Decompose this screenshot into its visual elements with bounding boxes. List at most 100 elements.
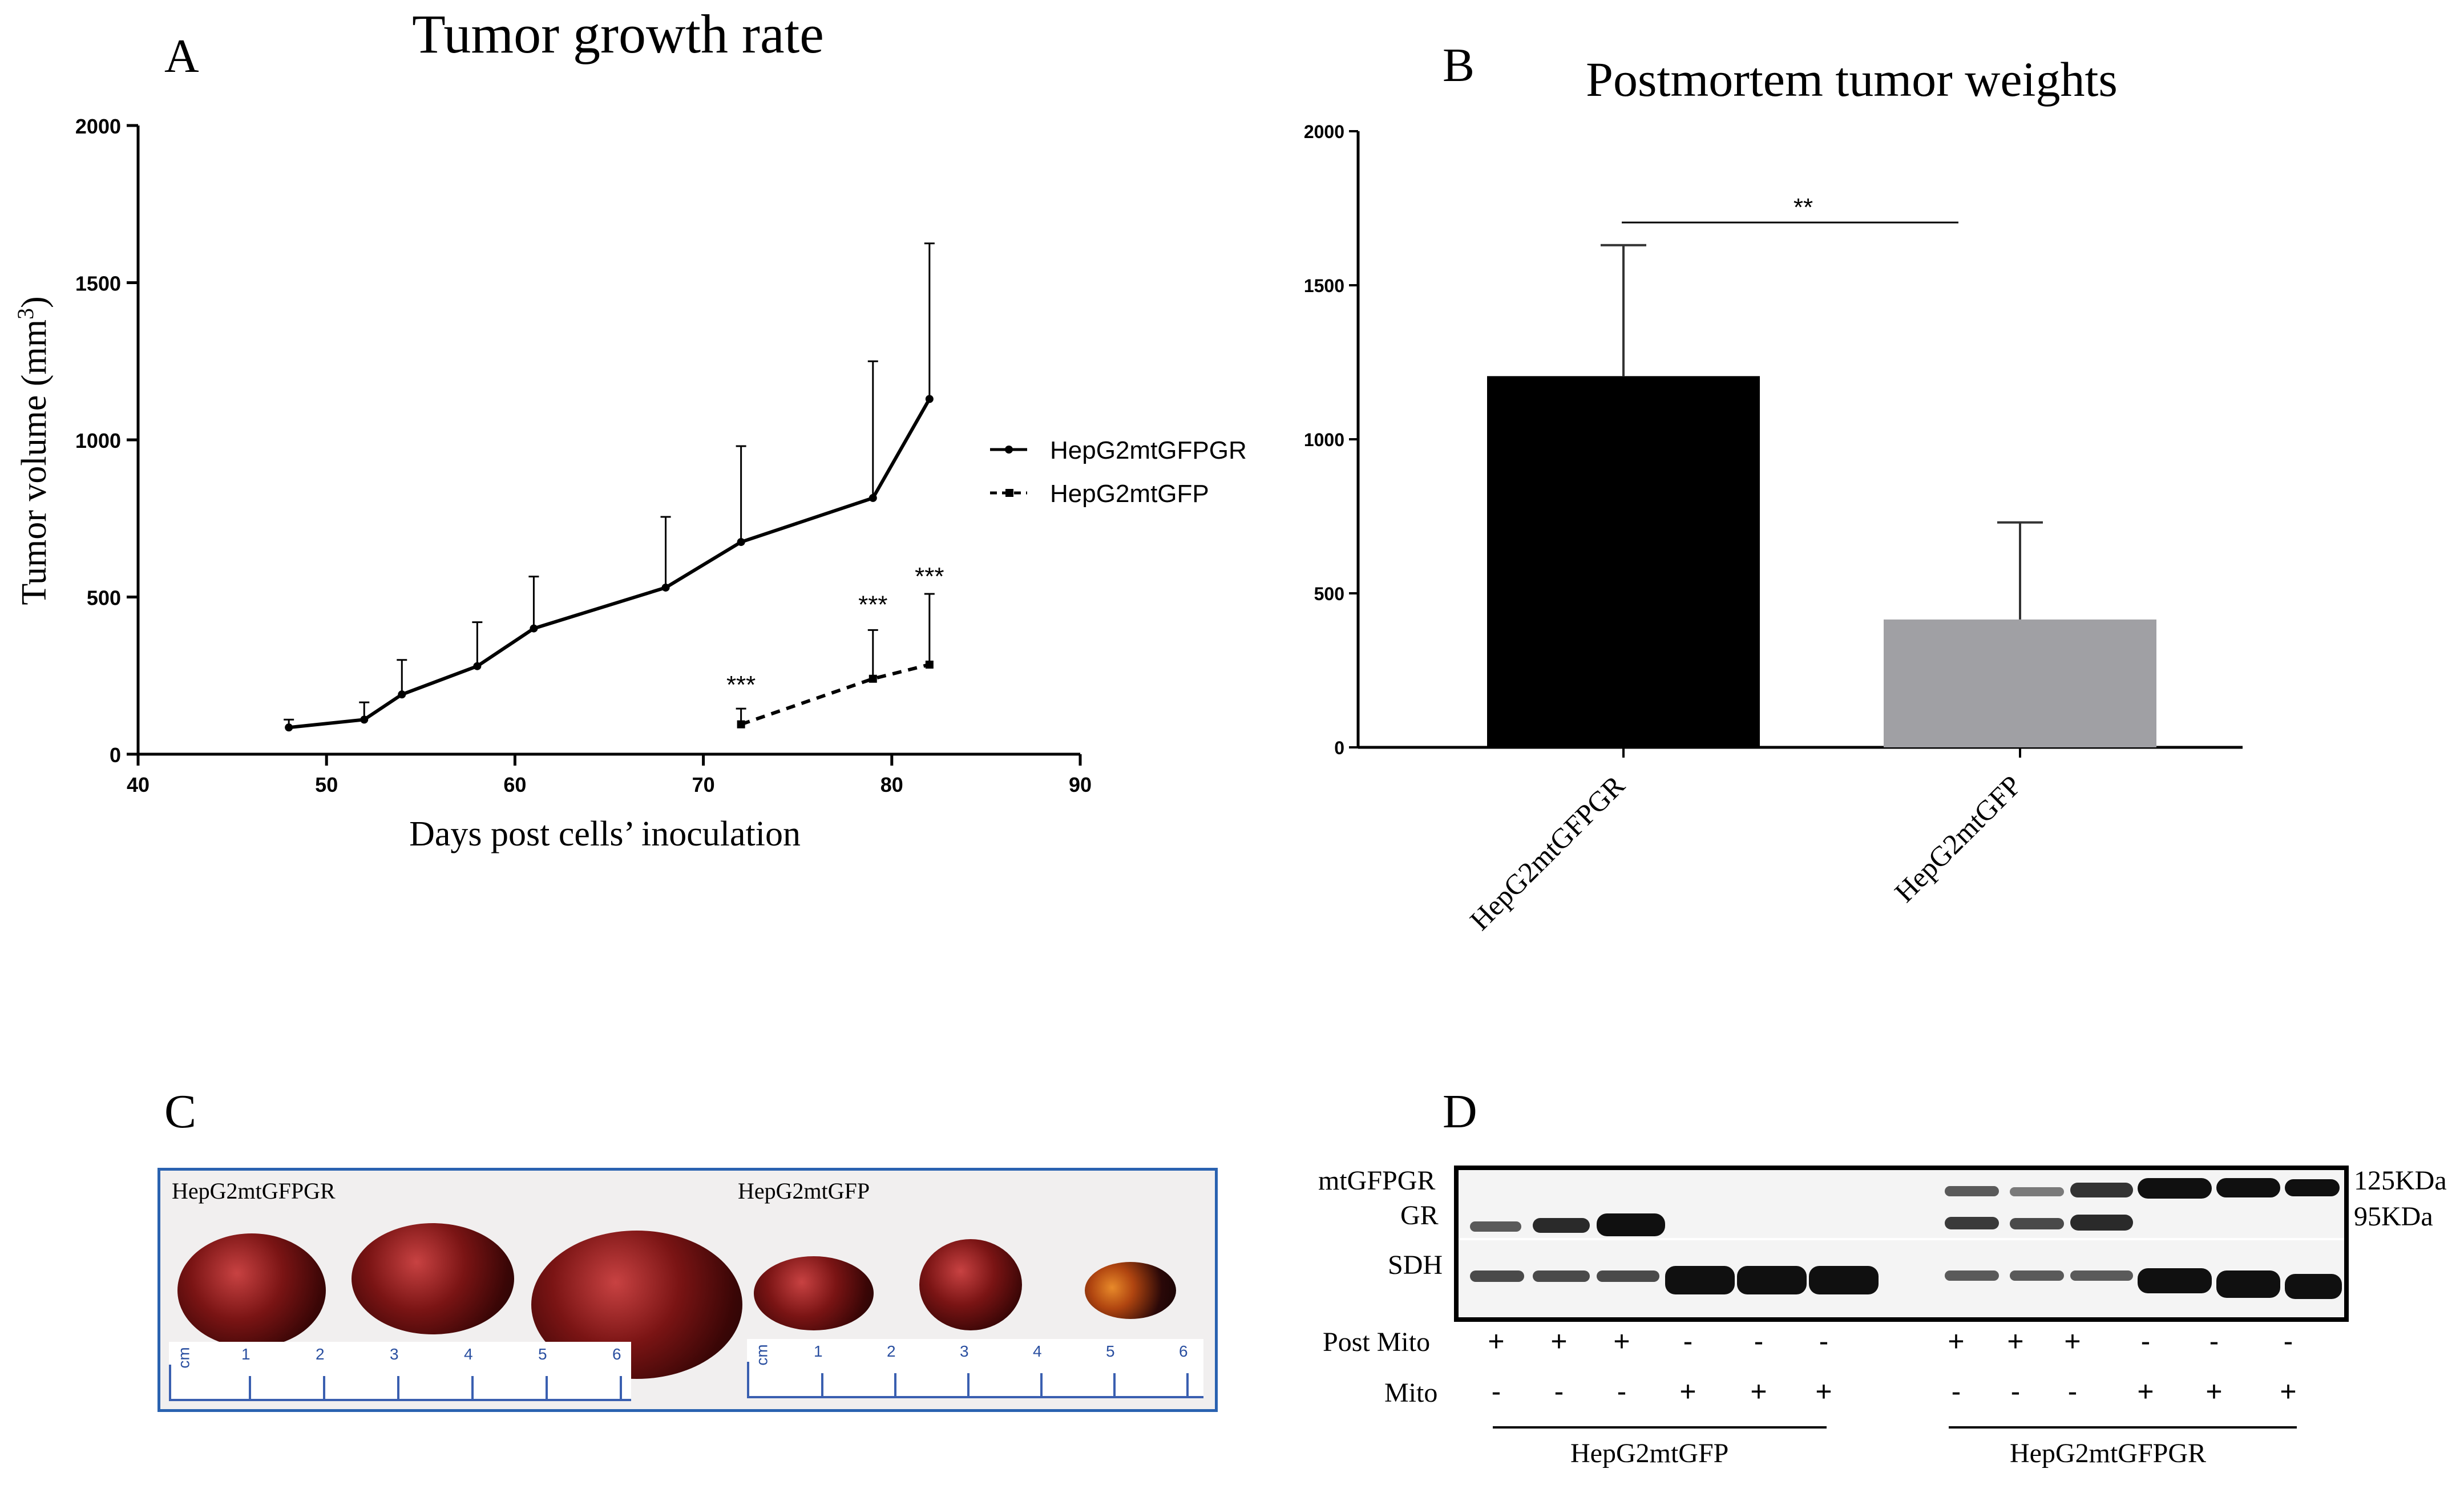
band-sdh-2: [1533, 1270, 1590, 1282]
band-mt-10: [2138, 1178, 2212, 1199]
chart-b-significance-label: **: [1794, 193, 1813, 221]
band-mt-9: [2070, 1183, 2133, 1197]
chart-a-xtick-label: 50: [315, 773, 338, 796]
post-mito-sign: +: [1948, 1325, 1965, 1357]
blot-row-gr: GR: [1400, 1200, 1439, 1231]
band-gr-9: [2070, 1215, 2133, 1231]
ruler-left-mark-2: 2: [316, 1345, 325, 1363]
post-mito-sign: -: [2140, 1325, 2151, 1357]
chart-a-point: [869, 493, 877, 502]
chart-a-point: [737, 538, 745, 547]
mito-sign: -: [1554, 1375, 1564, 1407]
chart-a-title: Tumor growth rate: [412, 3, 824, 64]
chart-a-ytick-label: 2000: [75, 115, 121, 138]
post-mito-sign: +: [1550, 1325, 1568, 1357]
band-gr-3: [1597, 1213, 1665, 1236]
group-line-right: [1949, 1426, 2297, 1429]
panel-label-c: C: [164, 1085, 197, 1138]
band-mt-12: [2285, 1179, 2340, 1196]
band-sdh-11: [2216, 1270, 2280, 1298]
ruler-right-unit: cm: [753, 1344, 771, 1366]
ruler-left-mark-1: 1: [241, 1345, 251, 1363]
post-mito-sign: -: [2209, 1325, 2219, 1357]
chart-b-xtick-label-1: HepG2mtGFP: [1888, 769, 2027, 908]
chart-a-point: [661, 583, 670, 592]
tumor-6: [1085, 1262, 1176, 1319]
tumor-weight-chart: Postmortem tumor weights 0 500 1000 1500 200…: [1304, 52, 2243, 936]
blot-row-mtgfpgr: mtGFPGR: [1318, 1166, 1436, 1196]
chart-a-significance: ***: [915, 563, 944, 590]
post-mito-sign: +: [1613, 1325, 1630, 1357]
chart-b-bar-0: [1487, 376, 1760, 747]
group-label-left: HepG2mtGFP: [1570, 1438, 1729, 1468]
photo-label-gfpgr: HepG2mtGFPGR: [172, 1178, 336, 1204]
chart-b-title: Postmortem tumor weights: [1586, 52, 2118, 107]
blot-size-95: 95KDa: [2354, 1201, 2433, 1232]
panel-label-b: B: [1443, 39, 1475, 92]
mito-sign: +: [1679, 1375, 1696, 1407]
chart-a-xtick-label: 40: [127, 773, 150, 796]
ruler-right-mark-4: 4: [1033, 1342, 1042, 1360]
band-gr-1: [1470, 1221, 1521, 1232]
chart-a-point: [925, 395, 934, 403]
chart-a-xtick-label: 60: [503, 773, 526, 796]
tumor-growth-chart: Tumor growth rate Days post cells’ inocu…: [13, 3, 1247, 853]
chart-a-point: [869, 674, 877, 683]
band-mt-11: [2216, 1178, 2280, 1197]
mito-sign: -: [1951, 1375, 1961, 1407]
chart-a-xtick-label: 90: [1069, 773, 1092, 796]
band-sdh-8: [2010, 1270, 2064, 1281]
mito-sign: -: [1491, 1375, 1501, 1407]
chart-a-point: [530, 624, 538, 633]
ruler-left-mark-4: 4: [464, 1345, 473, 1363]
chart-a-point: [285, 723, 293, 732]
post-mito-sign: -: [1683, 1325, 1693, 1357]
group-label-right: HepG2mtGFPGR: [2010, 1438, 2207, 1468]
chart-a-ytick-label: 1000: [75, 429, 121, 452]
band-sdh-10: [2138, 1268, 2212, 1293]
band-sdh-3: [1597, 1270, 1659, 1282]
chart-a-point: [398, 690, 406, 699]
band-gr-2: [1533, 1218, 1590, 1233]
band-sdh-4: [1665, 1266, 1735, 1294]
ruler-right-mark-2: 2: [887, 1342, 896, 1360]
chart-a-point: [737, 720, 745, 729]
chart-a-ylabel: Tumor volume (mm3): [13, 296, 54, 605]
chart-a-point: [473, 662, 482, 670]
post-mito-sign: +: [2064, 1325, 2081, 1357]
mito-sign: +: [2206, 1375, 2223, 1407]
chart-a-xlabel: Days post cells’ inoculation: [409, 815, 801, 853]
chart-b-bar-1: [1884, 619, 2156, 747]
ruler-left: cm 1 2 3 4 5 6: [169, 1342, 631, 1401]
chart-b-ytick-label: 1000: [1304, 430, 1344, 450]
chart-a-ytick-label: 1500: [75, 272, 121, 296]
legend-label-1: HepG2mtGFP: [1050, 480, 1209, 508]
mito-sign: +: [1750, 1375, 1767, 1407]
ruler-right-mark-1: 1: [814, 1342, 823, 1360]
mito-sign: -: [2067, 1375, 2078, 1407]
post-mito-sign: -: [1819, 1325, 1829, 1357]
band-sdh-12: [2285, 1274, 2342, 1299]
ruler-left-unit: cm: [175, 1347, 193, 1369]
photo-label-gfp: HepG2mtGFP: [738, 1178, 870, 1204]
chart-b-xtick-label-0: HepG2mtGFPGR: [1464, 769, 1631, 936]
chart-a-significance: ***: [726, 671, 756, 699]
blot-row-sdh: SDH: [1388, 1250, 1443, 1280]
ruler-right-mark-5: 5: [1106, 1342, 1115, 1360]
tumor-1: [177, 1233, 326, 1348]
chart-b-ytick-label: 2000: [1304, 122, 1344, 142]
ruler-left-mark-6: 6: [612, 1345, 621, 1363]
legend-label-0: HepG2mtGFPGR: [1050, 436, 1247, 464]
post-mito-label: Post Mito: [1323, 1327, 1431, 1357]
ruler-right-mark-3: 3: [960, 1342, 969, 1360]
chart-a-significance: ***: [858, 591, 887, 619]
legend-marker-0: [1005, 446, 1013, 454]
chart-a-point: [925, 660, 934, 669]
mito-sign: +: [2280, 1375, 2297, 1407]
tumor-photo: HepG2mtGFPGR HepG2mtGFP cm 1 2 3 4 5 6 c…: [157, 1168, 1218, 1412]
tumor-4: [754, 1256, 874, 1330]
band-mt-8: [2010, 1187, 2064, 1196]
panel-label-a: A: [164, 30, 199, 83]
chart-b-ytick-label: 1500: [1304, 276, 1344, 296]
legend-marker-1: [1005, 489, 1013, 497]
